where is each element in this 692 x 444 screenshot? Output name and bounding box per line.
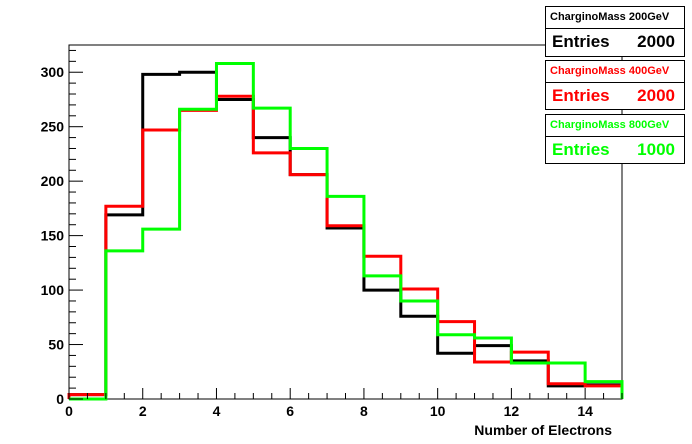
y-tick-label: 200 (41, 173, 65, 189)
histogram-series-2 (67, 94, 624, 399)
stats-box-200gev: CharginoMass 200GeV Entries 2000 (545, 6, 685, 57)
stats-box-title: CharginoMass 400GeV (546, 61, 684, 83)
entries-label: Entries (552, 140, 610, 159)
plot-frame (68, 44, 623, 400)
histogram-series-3 (69, 62, 624, 401)
x-tick-label: 8 (360, 403, 368, 419)
stats-box-400gev: CharginoMass 400GeV Entries 2000 (545, 60, 685, 110)
stats-box-title: CharginoMass 800GeV (546, 115, 684, 137)
x-tick-label: 14 (577, 403, 593, 419)
x-tick-label: 0 (65, 403, 73, 419)
y-tick-label: 250 (41, 119, 65, 135)
x-tick-label: 10 (430, 403, 446, 419)
entries-value: 2000 (637, 32, 675, 51)
entries-value: 1000 (637, 140, 675, 159)
x-tick-label: 6 (286, 403, 294, 419)
histogram-series-1 (67, 70, 624, 399)
x-tick-label: 2 (139, 403, 147, 419)
x-tick-label: 4 (213, 403, 221, 419)
y-tick-label: 100 (41, 282, 65, 298)
x-tick-label: 12 (504, 403, 520, 419)
y-tick-label: 150 (41, 228, 65, 244)
entries-label: Entries (552, 32, 610, 51)
y-tick-label: 50 (48, 337, 64, 353)
y-tick-label: 0 (56, 391, 64, 407)
y-tick-label: 300 (41, 64, 65, 80)
stats-box-title: CharginoMass 200GeV (546, 7, 684, 29)
entries-value: 2000 (637, 86, 675, 105)
entries-label: Entries (552, 86, 610, 105)
stats-box-800gev: CharginoMass 800GeV Entries 1000 (545, 114, 685, 164)
x-axis-label: Number of Electrons (474, 422, 612, 438)
